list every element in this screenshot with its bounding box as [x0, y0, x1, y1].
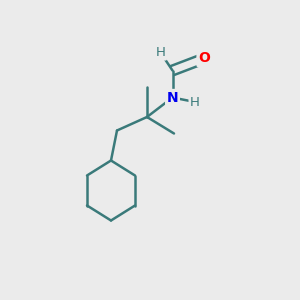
Text: O: O	[198, 52, 210, 65]
Text: N: N	[167, 91, 178, 104]
Text: H: H	[156, 46, 165, 59]
Text: H: H	[190, 95, 200, 109]
